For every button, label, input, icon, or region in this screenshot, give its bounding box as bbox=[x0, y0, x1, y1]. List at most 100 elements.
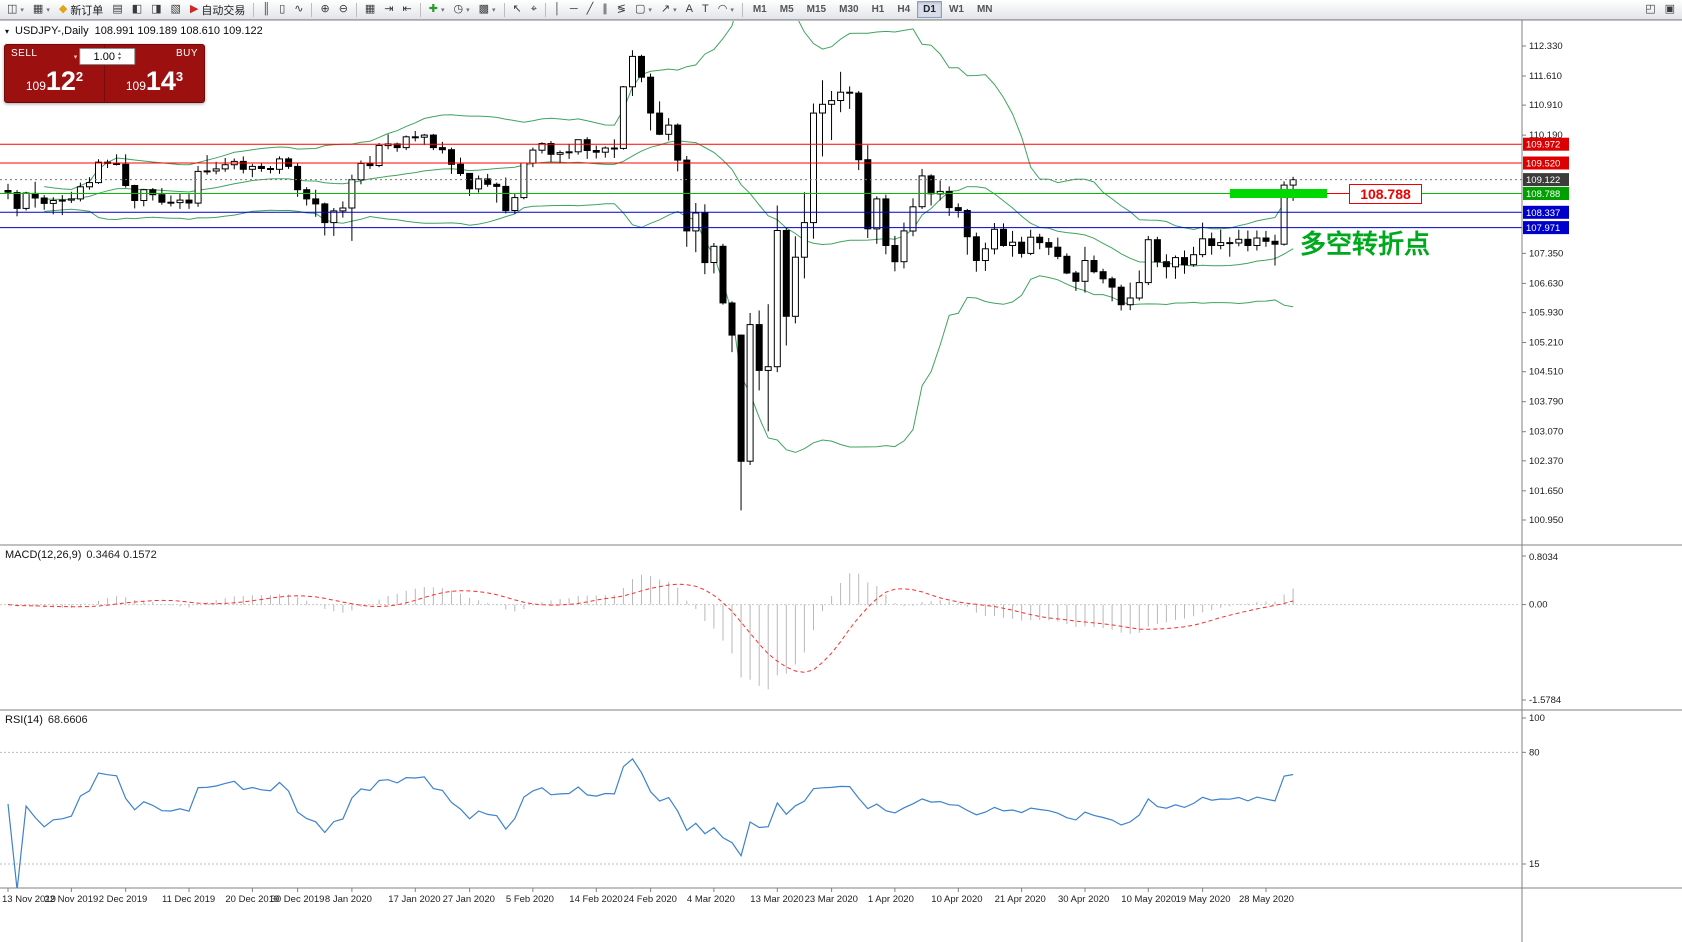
rsi-line bbox=[7, 757, 1294, 888]
auto-scroll-button[interactable]: ⇥ bbox=[384, 3, 394, 15]
text-button[interactable]: A bbox=[685, 3, 693, 15]
fibonacci-button[interactable]: ≶ bbox=[616, 3, 626, 15]
dock-window-icon[interactable]: ◰ bbox=[1645, 3, 1656, 15]
svg-text:109.520: 109.520 bbox=[1526, 159, 1560, 170]
toolbar-separator bbox=[503, 2, 505, 17]
auto-trading-button[interactable]: ▶ 自动交易 bbox=[189, 3, 246, 17]
chart-background bbox=[0, 20, 1682, 942]
timeframe-m15[interactable]: M15 bbox=[806, 4, 827, 15]
svg-text:1 Apr 2020: 1 Apr 2020 bbox=[868, 894, 914, 905]
macd-signal-line bbox=[7, 583, 1294, 673]
svg-text:5 Feb 2020: 5 Feb 2020 bbox=[506, 894, 554, 905]
timeframe-mn[interactable]: MN bbox=[976, 4, 993, 15]
price-callout-label[interactable]: 108.788 bbox=[1349, 184, 1422, 204]
svg-text:22 Nov 2019: 22 Nov 2019 bbox=[44, 894, 98, 905]
svg-text:28 May 2020: 28 May 2020 bbox=[1239, 894, 1294, 905]
svg-text:100: 100 bbox=[1529, 713, 1545, 724]
svg-text:13 Nov 2019: 13 Nov 2019 bbox=[2, 894, 56, 905]
terminal-button[interactable]: ▧ bbox=[170, 3, 181, 15]
chart-profiles-button[interactable]: ▦ ▾ bbox=[32, 3, 50, 15]
market-watch-button[interactable]: ▤ bbox=[112, 3, 123, 15]
timeframe-m5[interactable]: M5 bbox=[779, 4, 794, 15]
zoom-in-button[interactable]: ⊕ bbox=[320, 3, 330, 15]
svg-text:110.910: 110.910 bbox=[1529, 100, 1563, 111]
bar-chart-button[interactable]: ║ bbox=[262, 3, 271, 15]
level-lines-layer bbox=[0, 143, 1522, 229]
svg-text:11 Dec 2019: 11 Dec 2019 bbox=[162, 894, 215, 905]
cursor-button[interactable]: ↖ bbox=[512, 3, 522, 15]
svg-text:15: 15 bbox=[1529, 859, 1540, 870]
arrows-button-caret-icon: ▾ bbox=[673, 6, 677, 14]
svg-text:14 Feb 2020: 14 Feb 2020 bbox=[569, 894, 622, 905]
buy-price: 109143 bbox=[125, 66, 184, 96]
new-chart-button-caret-icon: ▾ bbox=[20, 6, 24, 14]
svg-text:8 Jan 2020: 8 Jan 2020 bbox=[325, 894, 372, 905]
new-order-button[interactable]: ◆ 新订单 bbox=[58, 3, 104, 17]
chart-header: ▾ USDJPY-,Daily 108.991 109.189 108.610 … bbox=[5, 25, 263, 37]
float-window-icon[interactable]: ▣ bbox=[1664, 3, 1675, 15]
svg-text:102.370: 102.370 bbox=[1529, 456, 1563, 467]
shapes-button-caret-icon: ▾ bbox=[648, 6, 652, 14]
bollinger-middle-line bbox=[44, 140, 1294, 267]
navigator-button[interactable]: ◨ bbox=[151, 3, 162, 15]
svg-text:19 May 2020: 19 May 2020 bbox=[1176, 894, 1231, 905]
sell-price: 109122 bbox=[25, 66, 84, 96]
trendline-button[interactable]: ╱ bbox=[586, 3, 594, 15]
timeframe-h1[interactable]: H1 bbox=[871, 4, 885, 15]
lot-size-input[interactable]: 1.00 ▴ ▾ bbox=[79, 48, 136, 65]
timeframe-m1[interactable]: M1 bbox=[752, 4, 767, 15]
svg-text:103.790: 103.790 bbox=[1529, 397, 1563, 408]
timeframe-h4[interactable]: H4 bbox=[897, 4, 911, 15]
timeframe-w1[interactable]: W1 bbox=[948, 4, 964, 15]
svg-text:13 Mar 2020: 13 Mar 2020 bbox=[750, 894, 803, 905]
vertical-line-button[interactable]: │ bbox=[553, 3, 561, 15]
data-window-button[interactable]: ◧ bbox=[131, 3, 143, 15]
line-chart-button[interactable]: ∿ bbox=[294, 3, 304, 15]
timeframe-d1[interactable]: D1 bbox=[917, 1, 942, 18]
periods-button[interactable]: ◷ ▾ bbox=[453, 3, 470, 15]
chart-shift-button[interactable]: ⇤ bbox=[402, 3, 412, 15]
horizontal-line-button[interactable]: ─ bbox=[569, 3, 578, 15]
buy-button[interactable]: BUY 109143 bbox=[105, 45, 204, 102]
svg-text:109.972: 109.972 bbox=[1526, 140, 1560, 151]
zoom-out-button[interactable]: ⊖ bbox=[338, 3, 348, 15]
highlight-rectangle[interactable] bbox=[1230, 189, 1327, 198]
svg-text:112.330: 112.330 bbox=[1529, 41, 1563, 52]
svg-text:100.950: 100.950 bbox=[1529, 515, 1563, 526]
toolbar-separator bbox=[355, 2, 357, 17]
equidistant-channel-button[interactable]: ∥ bbox=[602, 3, 608, 15]
svg-text:109.122: 109.122 bbox=[1526, 175, 1560, 186]
candlestick-chart-button[interactable]: ▯ bbox=[279, 3, 286, 15]
one-click-toggle-icon[interactable]: ▾ bbox=[5, 26, 10, 36]
ohlc-values: 108.991 109.189 108.610 109.122 bbox=[94, 25, 263, 37]
templates-button[interactable]: ▩ ▾ bbox=[478, 3, 496, 15]
text-label-button[interactable]: T bbox=[701, 3, 709, 15]
lot-value: 1.00 bbox=[93, 50, 115, 63]
price-scale[interactable]: 112.330 111.610 110.910 110.190 107.350 106.6… bbox=[1521, 20, 1569, 942]
svg-text:111.610: 111.610 bbox=[1529, 71, 1562, 82]
new-chart-button[interactable]: ◫ ▾ bbox=[7, 3, 24, 15]
arrows-button[interactable]: ↗ ▾ bbox=[660, 3, 677, 15]
svg-text:30 Dec 2019: 30 Dec 2019 bbox=[271, 894, 325, 905]
indicators-button[interactable]: ✚ ▾ bbox=[428, 3, 445, 15]
sell-button[interactable]: SELL 109122 bbox=[5, 45, 105, 102]
sell-label: SELL bbox=[11, 48, 38, 59]
lot-spinner[interactable]: ▴ ▾ bbox=[117, 50, 121, 62]
macd-indicator-label: MACD(12,26,9) 0.3464 0.1572 bbox=[5, 549, 157, 561]
svg-text:80: 80 bbox=[1529, 747, 1540, 758]
shapes-button[interactable]: ▢ ▾ bbox=[634, 3, 652, 15]
svg-text:108.337: 108.337 bbox=[1526, 208, 1560, 219]
timeframe-m30[interactable]: M30 bbox=[839, 4, 859, 15]
crosshair-button[interactable]: ⌖ bbox=[530, 3, 537, 15]
tile-windows-button[interactable]: ▦ bbox=[364, 3, 376, 15]
cycle-lines-button[interactable]: ◠ ▾ bbox=[717, 3, 734, 15]
svg-text:23 Mar 2020: 23 Mar 2020 bbox=[805, 894, 858, 905]
svg-text:104.510: 104.510 bbox=[1529, 367, 1563, 378]
svg-text:21 Apr 2020: 21 Apr 2020 bbox=[995, 894, 1046, 905]
toolbar-separator bbox=[311, 2, 313, 17]
lot-dropdown-icon[interactable]: ▾ bbox=[73, 53, 78, 61]
svg-text:105.210: 105.210 bbox=[1529, 338, 1563, 349]
